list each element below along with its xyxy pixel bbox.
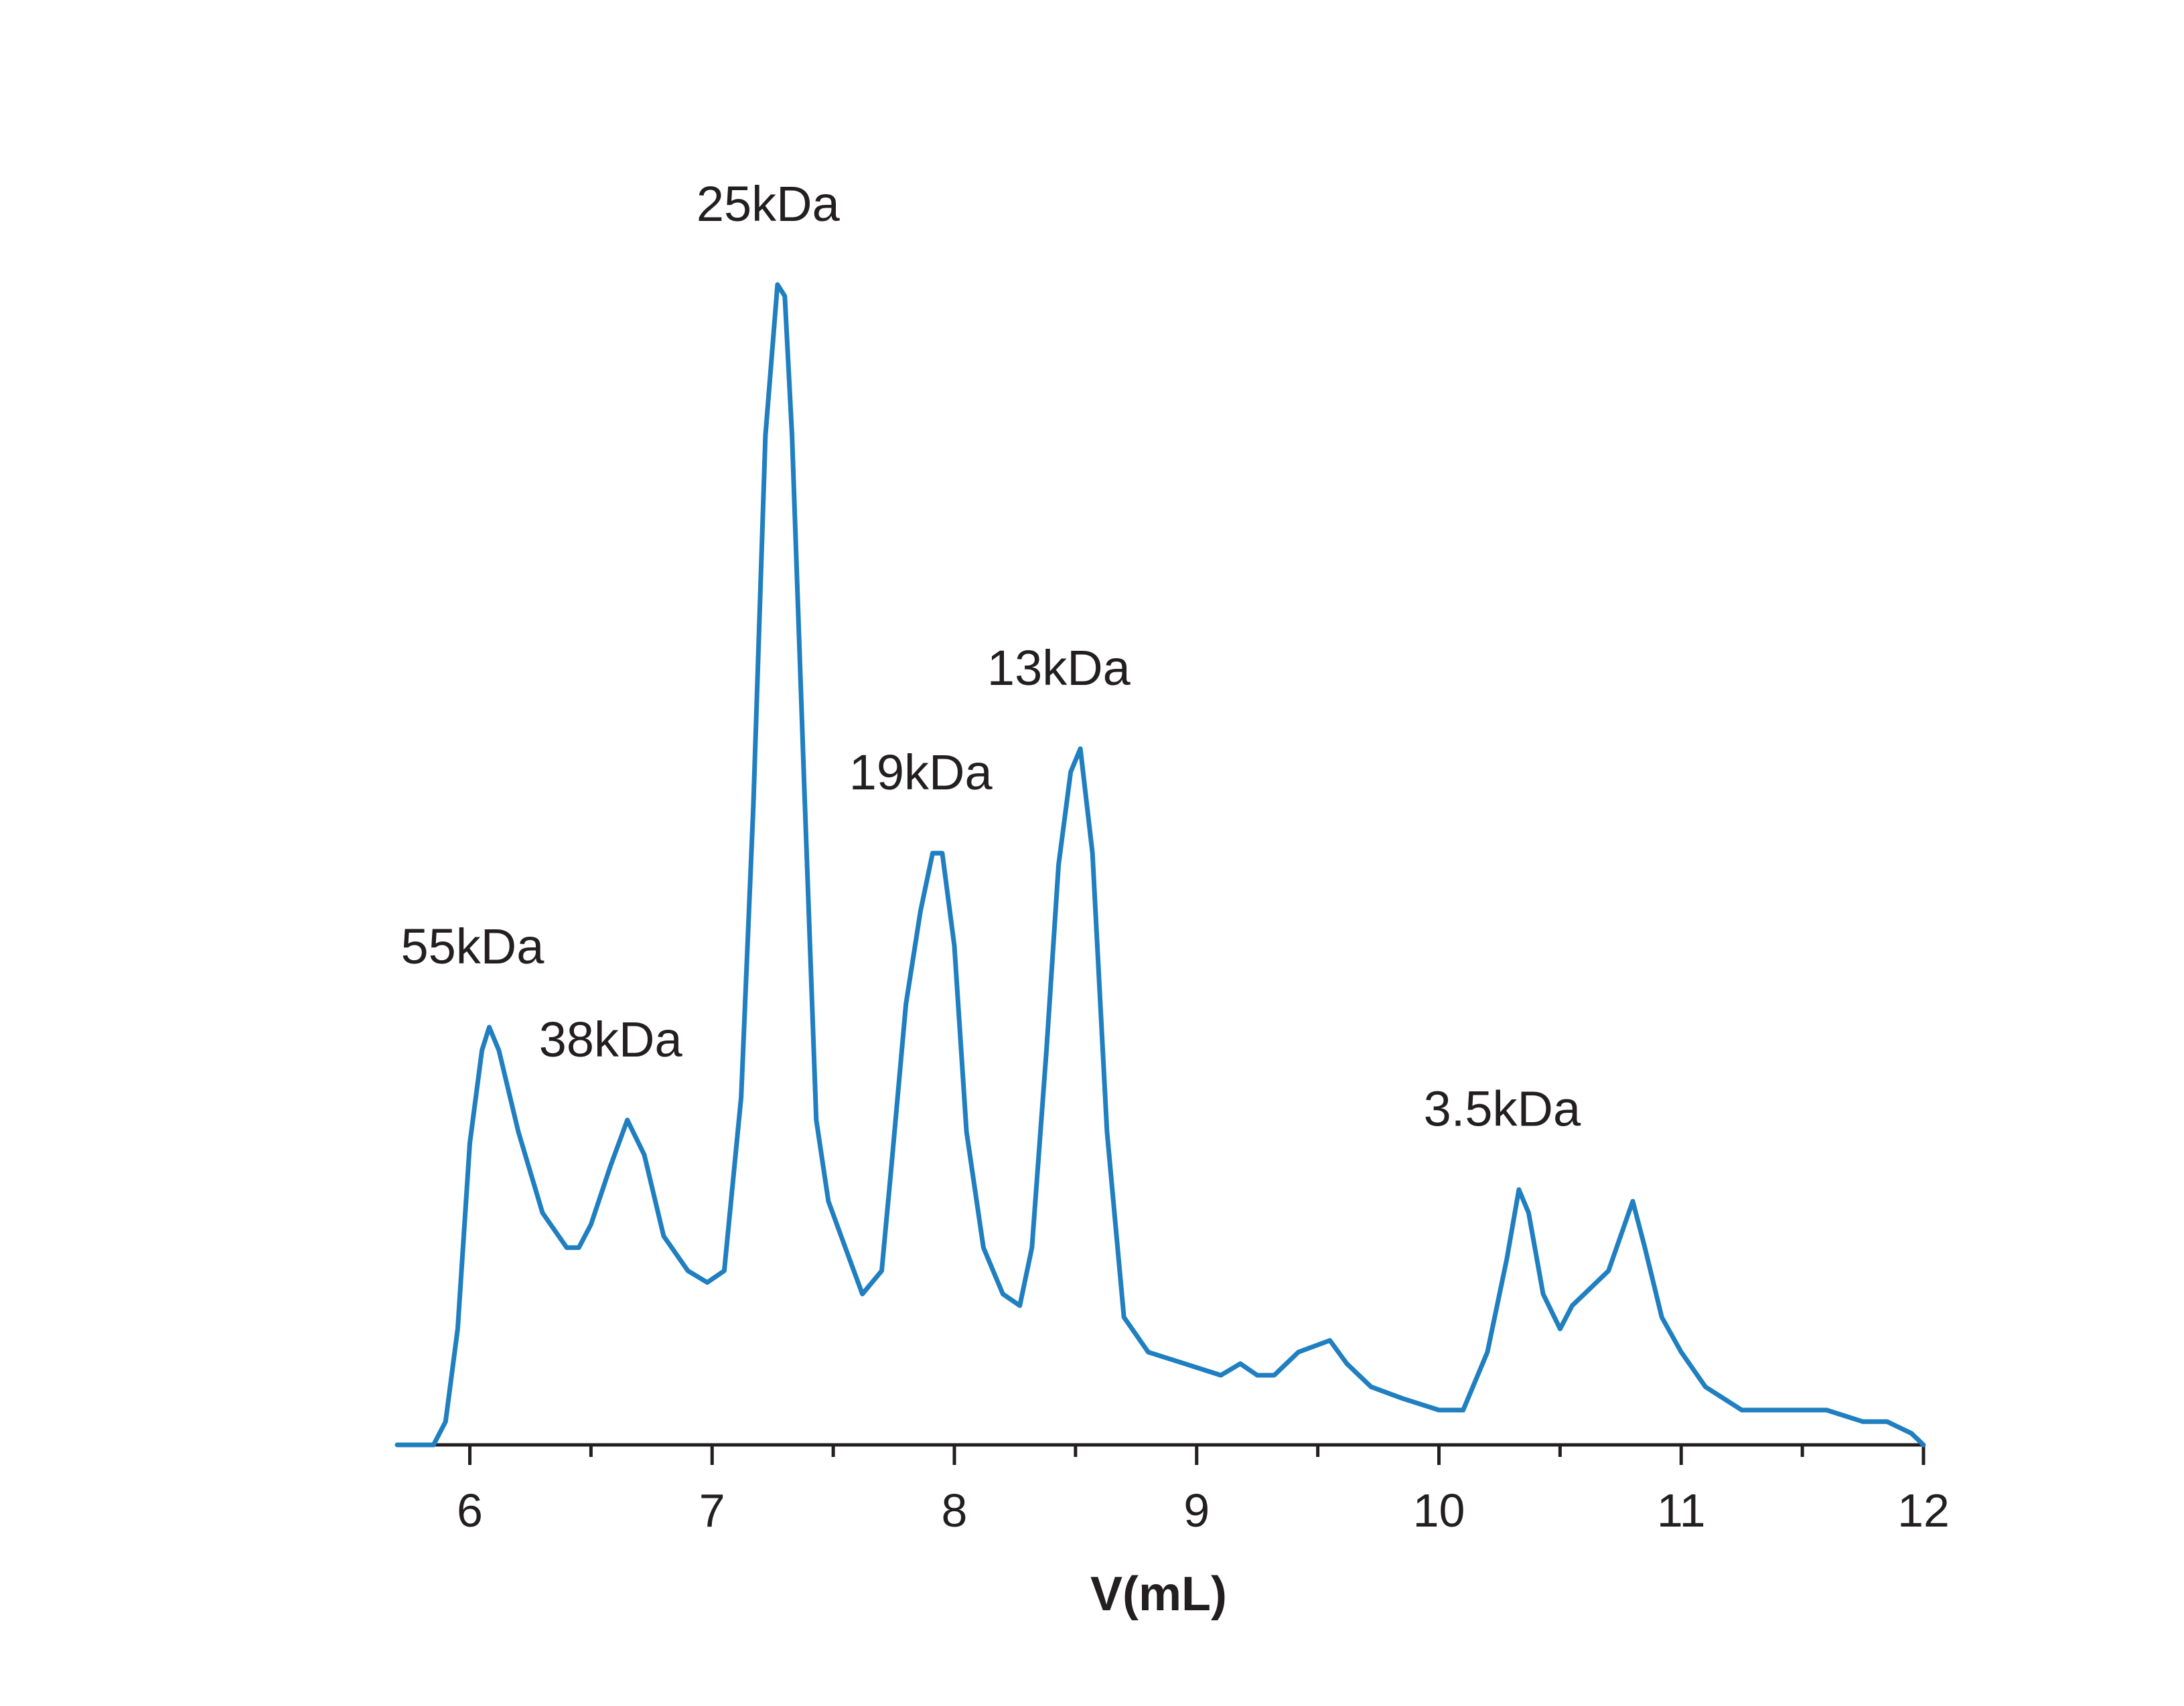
- peak-label: 13kDa: [987, 640, 1131, 696]
- peak-label: 55kDa: [401, 919, 545, 974]
- x-tick-label: 9: [1183, 1484, 1210, 1537]
- peak-label: 3.5kDa: [1424, 1081, 1581, 1137]
- x-tick-label: 11: [1657, 1484, 1706, 1537]
- x-tick-label: 7: [699, 1484, 725, 1537]
- x-tick-label: 6: [457, 1484, 483, 1537]
- peak-label: 19kDa: [849, 745, 993, 800]
- series-group: [394, 282, 1926, 1448]
- x-axis-title: V(mL): [1090, 1567, 1227, 1621]
- peak-label: 25kDa: [697, 176, 841, 232]
- x-tick-label: 10: [1413, 1484, 1465, 1537]
- peak-label: 38kDa: [539, 1012, 683, 1067]
- x-tick-label: 8: [942, 1484, 968, 1537]
- peak-annotations: 55kDa 38kDa 25kDa 19kDa 13kDa 3.5kDa: [401, 176, 1581, 1137]
- x-tick-label: 12: [1897, 1484, 1950, 1537]
- x-tick-labels: 6 7 8 9 10 11 12: [457, 1484, 1950, 1537]
- x-axis: [397, 1443, 1925, 1465]
- series-line: [394, 282, 1926, 1448]
